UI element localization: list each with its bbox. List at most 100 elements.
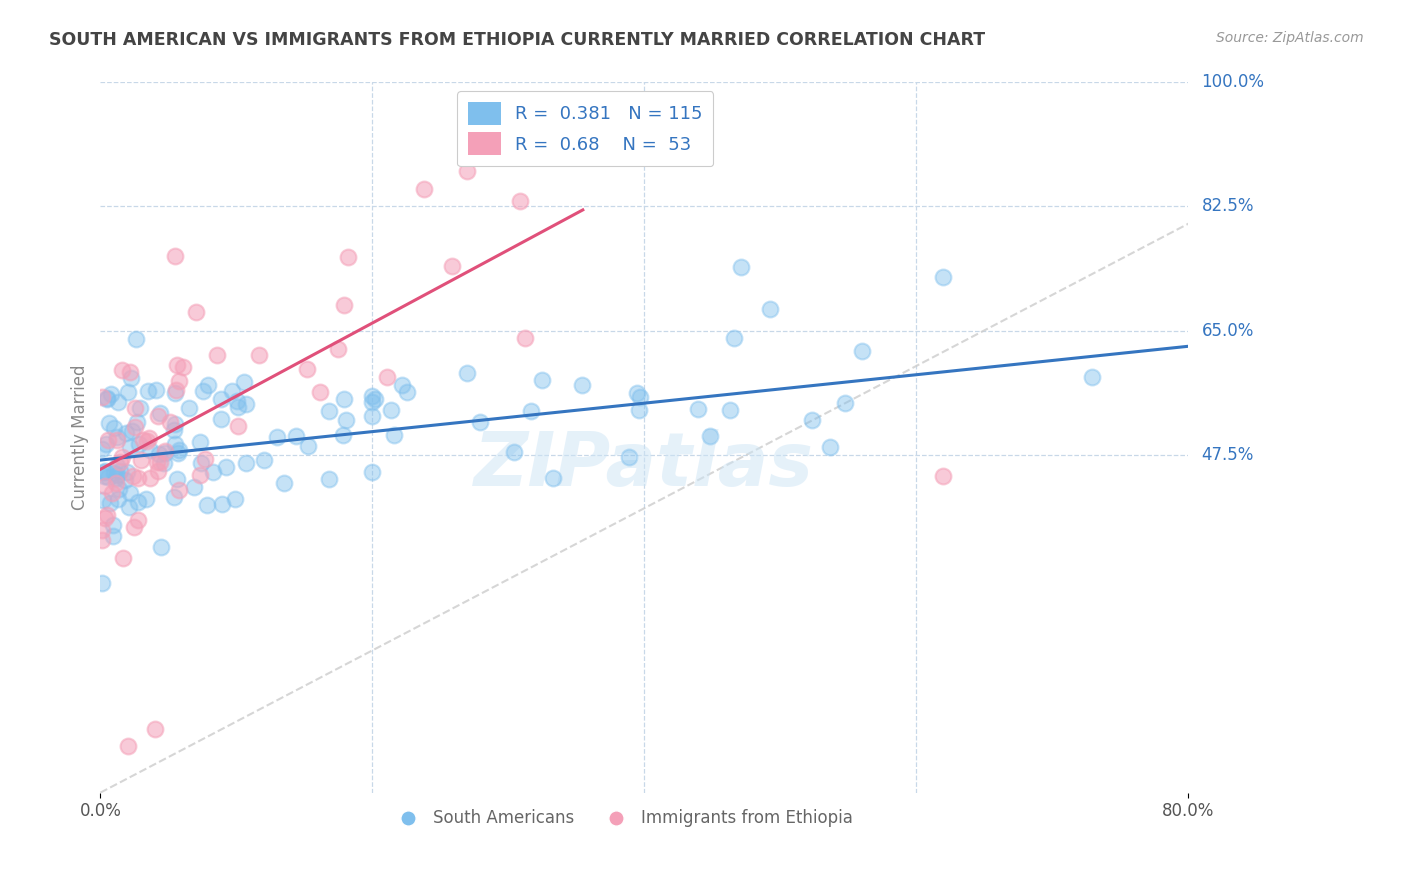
- Point: [94, 464, 117, 478]
- Point: [318, 472, 340, 486]
- Point: [617, 450, 640, 464]
- Point: [150, 540, 173, 554]
- Point: [153, 446, 176, 460]
- Point: [190, 456, 212, 470]
- Point: [163, 490, 186, 504]
- Point: [165, 249, 187, 263]
- Point: [146, 455, 169, 469]
- Point: [380, 403, 402, 417]
- Point: [117, 465, 139, 479]
- Point: [699, 429, 721, 443]
- Point: [1081, 370, 1104, 384]
- Point: [686, 401, 709, 416]
- Point: [129, 401, 152, 415]
- Point: [110, 450, 132, 465]
- Point: [468, 415, 491, 429]
- Point: [124, 519, 146, 533]
- Point: [115, 425, 138, 440]
- Point: [456, 367, 478, 381]
- Point: [233, 375, 256, 389]
- Point: [163, 437, 186, 451]
- Point: [530, 373, 553, 387]
- Point: [124, 401, 146, 415]
- Point: [117, 739, 139, 754]
- Text: 100.0%: 100.0%: [1202, 73, 1264, 91]
- Point: [166, 359, 188, 373]
- Point: [503, 445, 526, 459]
- Point: [205, 348, 228, 362]
- Point: [91, 533, 114, 547]
- Point: [127, 471, 149, 485]
- Point: [326, 342, 349, 356]
- Point: [97, 470, 120, 484]
- Point: [127, 495, 149, 509]
- Point: [121, 424, 143, 438]
- Point: [93, 465, 115, 479]
- Point: [146, 409, 169, 424]
- Point: [100, 496, 122, 510]
- Point: [103, 466, 125, 480]
- Point: [101, 486, 124, 500]
- Point: [105, 468, 128, 483]
- Point: [118, 485, 141, 500]
- Point: [333, 392, 356, 406]
- Point: [114, 473, 136, 487]
- Point: [571, 377, 593, 392]
- Point: [628, 403, 651, 417]
- Point: [519, 403, 541, 417]
- Point: [209, 392, 232, 406]
- Text: 82.5%: 82.5%: [1202, 197, 1254, 215]
- Point: [177, 401, 200, 416]
- Point: [335, 413, 357, 427]
- Text: ZIPatlas: ZIPatlas: [474, 429, 814, 502]
- Point: [202, 465, 225, 479]
- Point: [541, 471, 564, 485]
- Point: [456, 163, 478, 178]
- Y-axis label: Currently Married: Currently Married: [72, 365, 89, 510]
- Point: [395, 385, 418, 400]
- Point: [336, 250, 359, 264]
- Point: [224, 492, 246, 507]
- Point: [97, 417, 120, 431]
- Point: [131, 452, 153, 467]
- Point: [195, 498, 218, 512]
- Point: [132, 433, 155, 447]
- Point: [225, 393, 247, 408]
- Text: SOUTH AMERICAN VS IMMIGRANTS FROM ETHIOPIA CURRENTLY MARRIED CORRELATION CHART: SOUTH AMERICAN VS IMMIGRANTS FROM ETHIOP…: [49, 31, 986, 49]
- Point: [138, 431, 160, 445]
- Point: [148, 447, 170, 461]
- Point: [105, 475, 128, 490]
- Point: [165, 383, 187, 397]
- Point: [108, 464, 131, 478]
- Point: [377, 369, 399, 384]
- Point: [143, 722, 166, 736]
- Point: [96, 392, 118, 407]
- Point: [318, 404, 340, 418]
- Point: [851, 344, 873, 359]
- Point: [96, 391, 118, 405]
- Point: [628, 390, 651, 404]
- Point: [247, 348, 270, 362]
- Point: [266, 430, 288, 444]
- Point: [122, 468, 145, 483]
- Point: [295, 361, 318, 376]
- Text: 47.5%: 47.5%: [1202, 446, 1254, 464]
- Point: [91, 493, 114, 508]
- Point: [105, 434, 128, 448]
- Point: [91, 575, 114, 590]
- Point: [111, 551, 134, 566]
- Point: [197, 378, 219, 392]
- Point: [94, 510, 117, 524]
- Point: [391, 378, 413, 392]
- Point: [515, 331, 537, 345]
- Point: [332, 428, 354, 442]
- Point: [188, 468, 211, 483]
- Point: [107, 492, 129, 507]
- Point: [117, 500, 139, 514]
- Point: [117, 385, 139, 400]
- Point: [108, 455, 131, 469]
- Point: [162, 423, 184, 437]
- Point: [723, 331, 745, 345]
- Point: [190, 434, 212, 449]
- Point: [93, 469, 115, 483]
